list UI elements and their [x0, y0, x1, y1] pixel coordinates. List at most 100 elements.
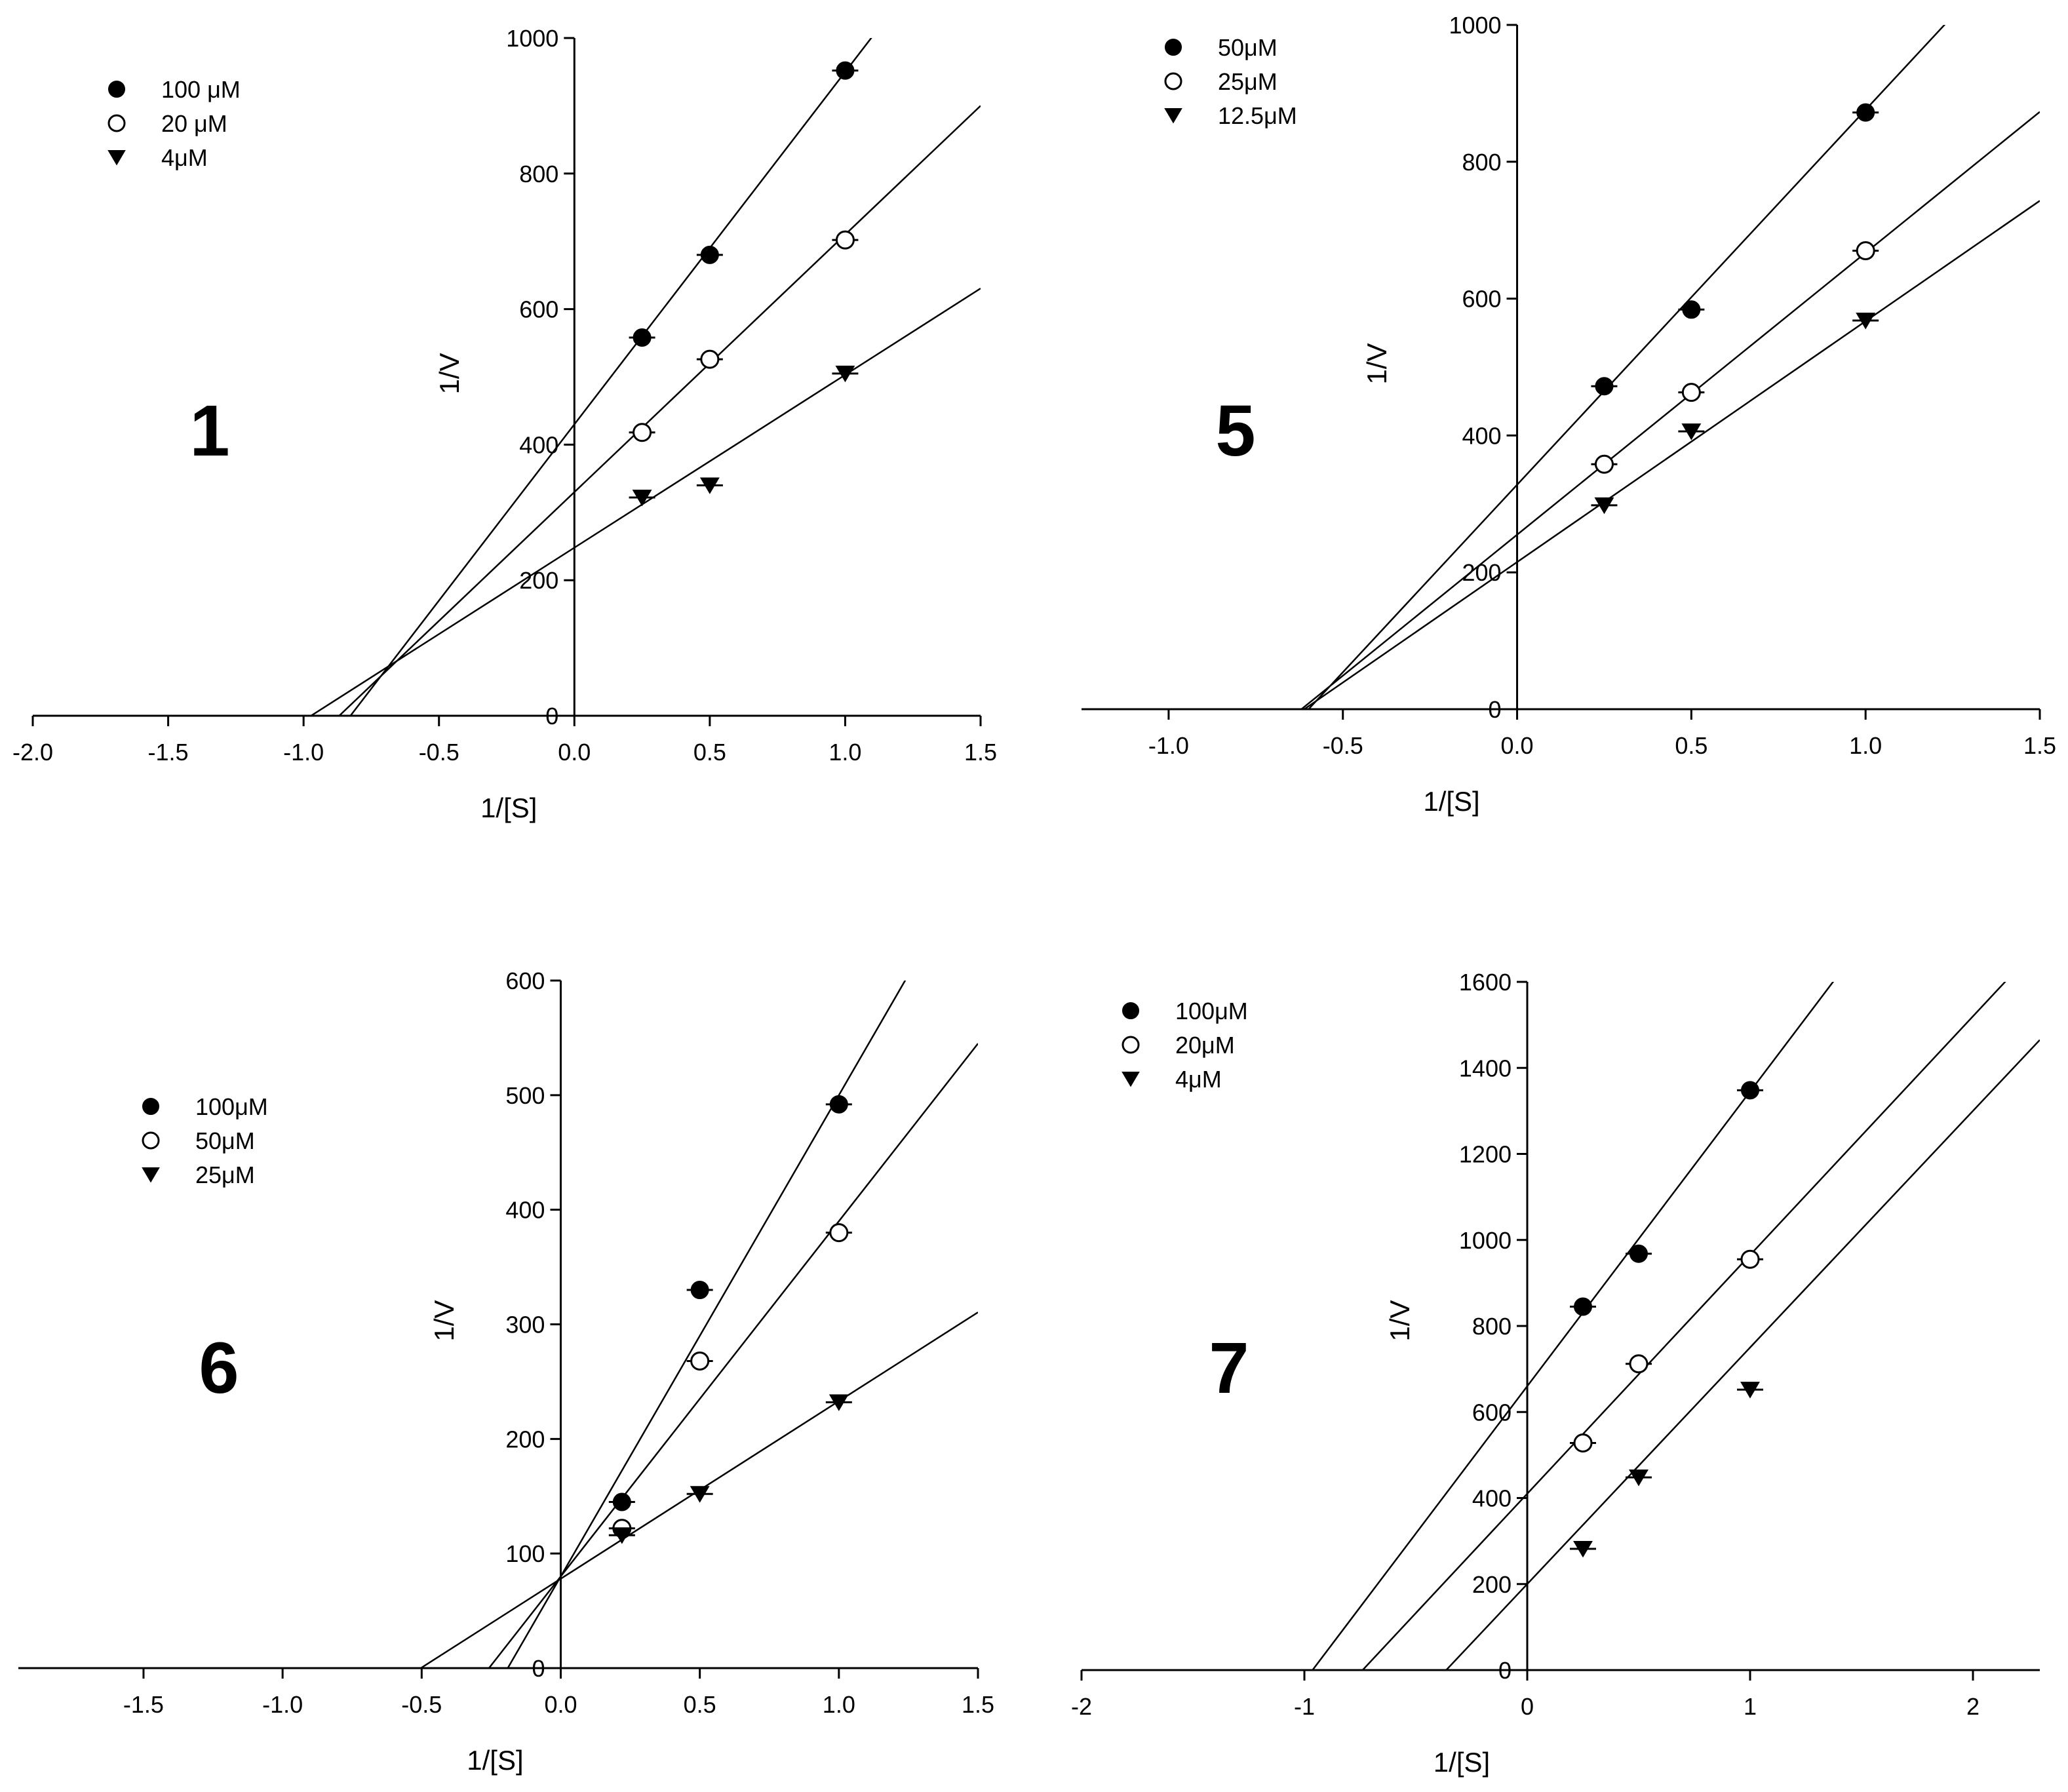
y-tick-label: 200: [519, 567, 558, 594]
y-tick-label: 1600: [1459, 969, 1512, 996]
panel-label: 1: [189, 391, 229, 471]
regression-line-2: [488, 1043, 978, 1668]
y-tick-label: 600: [519, 296, 558, 323]
y-tick-label: 300: [505, 1312, 545, 1338]
data-point-series-2: [835, 230, 855, 250]
x-tick-label: -2.0: [12, 739, 53, 766]
regression-line-1: [1308, 25, 1946, 709]
y-tick-label: 400: [1472, 1485, 1512, 1512]
y-tick-label: 0: [545, 703, 558, 730]
x-tick-label: 0.5: [693, 739, 726, 766]
legend-label-1: 50μM: [1218, 34, 1278, 61]
data-point-series-3: [1594, 497, 1614, 515]
legend-marker-2: [1122, 1036, 1140, 1054]
y-tick-label: 600: [1472, 1399, 1512, 1426]
x-tick-label: -0.5: [419, 739, 459, 766]
regression-line-1: [507, 981, 907, 1668]
legend-marker-3: [107, 149, 126, 166]
legend-label-3: 12.5μM: [1218, 102, 1297, 129]
y-axis-title: 1/V: [429, 1300, 459, 1341]
regression-line-1: [349, 38, 872, 716]
x-tick-label: -1.5: [148, 739, 189, 766]
regression-line-2: [338, 105, 981, 716]
y-tick-label: 600: [1462, 286, 1501, 313]
y-tick-label: 400: [519, 431, 558, 458]
y-tick-label: 800: [519, 161, 558, 187]
data-point-series-1: [1856, 103, 1875, 122]
legend-label-3: 25μM: [195, 1161, 255, 1188]
legend-marker-3: [1164, 107, 1182, 124]
legend-label-1: 100μM: [1175, 998, 1248, 1024]
regression-line-2: [1361, 982, 2006, 1670]
legend-marker-2: [1164, 72, 1182, 90]
legend-label-2: 20 μM: [161, 110, 227, 137]
y-tick-label: 1000: [1449, 12, 1501, 39]
data-point-series-1: [1595, 377, 1614, 396]
panel-label: 5: [1215, 391, 1255, 471]
data-point-series-2: [829, 1223, 849, 1243]
x-tick-label: -1.0: [262, 1691, 303, 1718]
y-tick-label: 1000: [1459, 1227, 1512, 1254]
legend-label-2: 50μM: [195, 1127, 255, 1154]
data-point-series-2: [633, 423, 652, 442]
data-point-series-1: [700, 245, 719, 264]
x-axis-title: 1/[S]: [1434, 1747, 1490, 1778]
legend-marker-2: [107, 114, 126, 132]
y-tick-label: 200: [1472, 1571, 1512, 1598]
x-tick-label: 0.5: [684, 1691, 716, 1718]
x-tick-label: -1.0: [283, 739, 324, 766]
legend-marker-2: [142, 1131, 160, 1150]
x-tick-label: 1.5: [2023, 732, 2056, 759]
data-point-series-3: [835, 365, 855, 383]
chart-panel-7: -2 -1 0 1 2 0 200 400 600 800 1000 1200 1400 1600 1/[S…: [1071, 969, 2040, 1778]
x-tick-label: 1.0: [1849, 732, 1882, 759]
x-tick-label: 0.0: [1501, 732, 1534, 759]
regression-line-3: [310, 288, 981, 716]
y-tick-label: 600: [505, 967, 545, 994]
data-point-series-3: [1856, 313, 1876, 330]
x-axis-title: 1/[S]: [467, 1745, 523, 1776]
regression-line-1: [1312, 982, 1835, 1670]
y-tick-label: 0: [1489, 696, 1502, 723]
data-point-series-3: [632, 490, 652, 507]
y-axis-title: 1/V: [1384, 1300, 1415, 1341]
x-tick-label: -2: [1071, 1693, 1092, 1720]
legend-label-3: 4μM: [161, 144, 208, 171]
data-point-series-3: [829, 1394, 849, 1411]
data-point-series-2: [1681, 383, 1701, 402]
legend-label-1: 100 μM: [161, 76, 241, 103]
data-point-series-3: [699, 477, 720, 494]
data-point-series-2: [1629, 1354, 1649, 1374]
x-tick-label: -1: [1294, 1693, 1315, 1720]
x-tick-label: -1.0: [1148, 732, 1189, 759]
data-point-series-3: [1740, 1382, 1760, 1399]
y-axis-title: 1/V: [434, 353, 465, 394]
y-tick-label: 400: [505, 1197, 545, 1224]
legend-label-1: 100μM: [195, 1093, 268, 1120]
y-tick-label: 800: [1462, 149, 1501, 176]
legend-marker-3: [142, 1167, 160, 1183]
x-tick-label: -1.5: [123, 1691, 164, 1718]
panel-label: 6: [199, 1328, 239, 1409]
x-tick-label: 1.5: [964, 739, 997, 766]
legend-label-2: 25μM: [1218, 68, 1278, 95]
data-point-series-3: [1573, 1540, 1593, 1558]
data-point-series-2: [690, 1351, 710, 1371]
legend-marker-1: [1165, 39, 1182, 56]
y-tick-label: 100: [505, 1540, 545, 1567]
data-point-series-1: [829, 1095, 848, 1114]
chart-panel-1: -2.0 -1.5 -1.0 -0.5 0.0 0.5 1.0 1.5 0 200 400 600 80…: [12, 25, 997, 823]
y-tick-label: 500: [505, 1082, 545, 1109]
data-point-series-2: [1740, 1249, 1760, 1269]
y-tick-label: 400: [1462, 422, 1501, 449]
y-tick-label: 0: [1498, 1657, 1512, 1684]
x-tick-label: 0: [1521, 1693, 1534, 1720]
data-point-series-1: [612, 1492, 631, 1511]
x-tick-label: 0.0: [544, 1691, 577, 1718]
x-tick-label: 1: [1744, 1693, 1757, 1720]
data-point-series-1: [836, 61, 855, 80]
y-tick-label: 0: [532, 1655, 545, 1682]
chart-panel-5: -1.0 -0.5 0.0 0.5 1.0 1.5020040060080010001/[…: [1082, 12, 2056, 817]
x-tick-label: 1.0: [823, 1691, 855, 1718]
